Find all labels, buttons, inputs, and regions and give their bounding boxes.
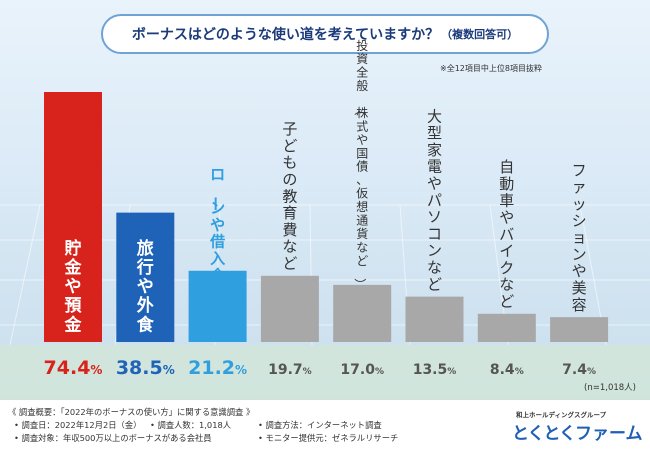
value-label-4: 19.7% bbox=[268, 362, 312, 378]
bar-4 bbox=[260, 275, 319, 342]
logo-group-name: 和上ホールディングスグループ bbox=[516, 411, 607, 419]
bar-chart: 貯金や預金 74.4% 旅行や外食 38.5% ローンや借入金の返済 21.2% 子どもの教… bbox=[44, 38, 609, 379]
value-label-8: 7.4% bbox=[562, 362, 596, 378]
tokutoku-farm-logo: 和上ホールディングスグループ とくとくファーム bbox=[502, 408, 642, 448]
survey-target: • 調査対象：年収500万以上のボーナスがある会社員 bbox=[14, 433, 212, 443]
survey-respondents: • 調査人数：1,018人 bbox=[150, 420, 232, 430]
category-label-7: 自動車やバイクなど bbox=[499, 158, 514, 310]
logo-brand-part2: ファーム bbox=[574, 424, 643, 444]
category-label-3: ローンや借入金の返済 bbox=[206, 166, 226, 335]
category-label-5: 投資全般（株式や国債、仮想通貨など） bbox=[353, 38, 368, 290]
category-label-8: ファッションや美容 bbox=[572, 161, 587, 313]
bar-7 bbox=[477, 313, 536, 342]
survey-provider: • モニター提供元：ゼネラルリサーチ bbox=[258, 433, 399, 443]
bar-3 bbox=[188, 270, 247, 342]
value-label-2: 38.5% bbox=[116, 357, 175, 379]
category-label-2: 旅行や外食 bbox=[136, 238, 155, 335]
title-text: ボーナスはどのような使い道を考えていますか？ bbox=[131, 27, 440, 43]
survey-method: • 調査方法：インターネット調査 bbox=[258, 420, 382, 430]
value-label-5: 17.0% bbox=[340, 362, 384, 378]
category-label-4: 子どもの教育費など bbox=[282, 120, 297, 272]
category-label-6: 大型家電やパソコンなど bbox=[427, 107, 442, 293]
category-label-1: 貯金や預金 bbox=[64, 238, 83, 335]
value-label-3: 21.2% bbox=[188, 357, 247, 379]
bar-1 bbox=[44, 92, 102, 342]
survey-footer: 《 調査概要：「2022年のボーナスの使い方」に関する意識調査 》 • 調査日：… bbox=[0, 400, 650, 450]
bar-6 bbox=[405, 296, 464, 342]
survey-title: 《 調査概要：「2022年のボーナスの使い方」に関する意識調査 》 bbox=[8, 407, 255, 417]
chart-title: ボーナスはどのような使い道を考えていますか？ （複数回答可） bbox=[101, 14, 549, 54]
logo-brand: とくとくファーム bbox=[512, 419, 642, 444]
bar-2 bbox=[116, 212, 175, 342]
value-label-7: 8.4% bbox=[490, 362, 524, 378]
items-note: ※全12項目中上位8項目抜粋 bbox=[440, 64, 542, 73]
bar-5 bbox=[333, 284, 392, 342]
value-label-6: 13.5% bbox=[413, 362, 457, 378]
value-label-1: 74.4% bbox=[44, 357, 103, 379]
bar-8 bbox=[550, 317, 609, 342]
survey-date: • 調査日：2022年12月2日（金） bbox=[14, 420, 142, 430]
title-suffix: （複数回答可） bbox=[441, 28, 519, 41]
sample-size: (n=1,018人) bbox=[584, 383, 636, 393]
logo-brand-part1: とくとく bbox=[512, 424, 576, 444]
